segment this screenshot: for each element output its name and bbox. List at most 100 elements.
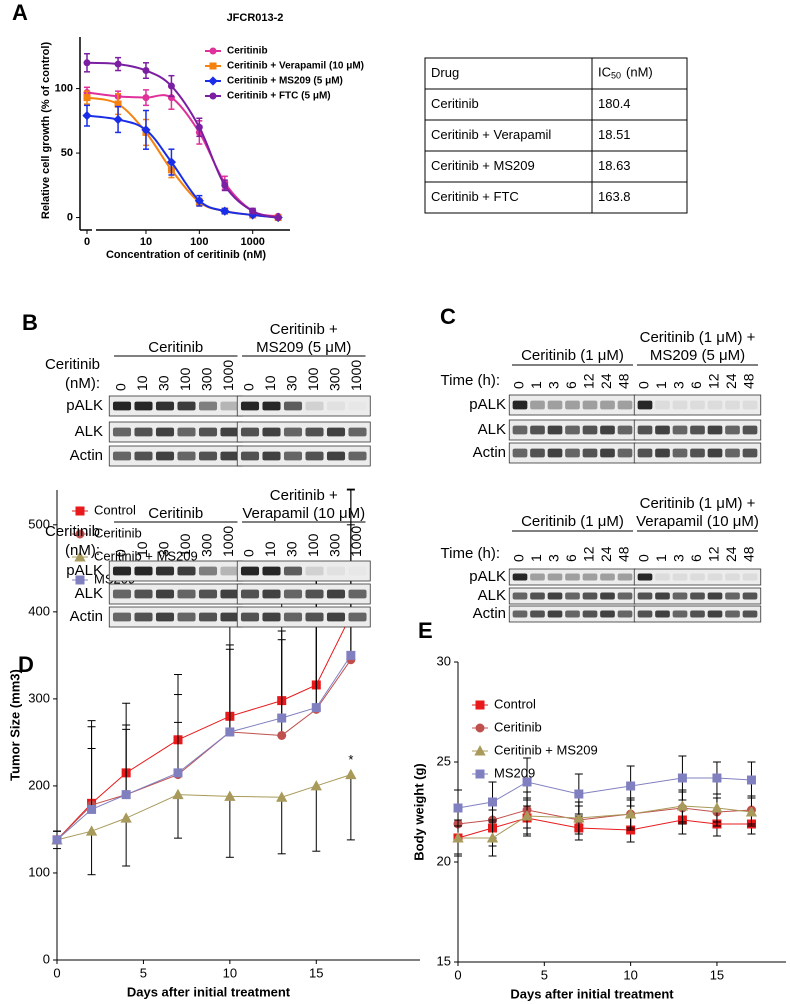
lane-label: 12: [706, 546, 722, 562]
y-tick-label: 15: [437, 953, 451, 968]
band: [600, 400, 615, 410]
series-line: [56, 655, 352, 841]
band: [112, 566, 132, 576]
marker: [346, 650, 356, 660]
group-label: Ceritinib (1 μM) +: [640, 329, 756, 346]
blot-row-label: ALK: [75, 423, 103, 440]
y-tick-label: 500: [28, 516, 50, 531]
band: [530, 425, 545, 435]
band: [220, 427, 239, 437]
band: [617, 573, 633, 581]
legend-label: MS209: [494, 765, 535, 780]
lane-label: 3: [546, 381, 562, 389]
lane-label: 10: [262, 375, 278, 391]
marker: [274, 214, 282, 222]
band: [742, 573, 758, 581]
band: [512, 610, 528, 618]
x-tick-label: 5: [140, 965, 147, 980]
band: [600, 425, 615, 435]
band: [690, 448, 705, 458]
band: [112, 451, 132, 461]
series-line: [56, 659, 352, 841]
x-axis-label: Days after initial treatment: [127, 984, 291, 999]
band: [198, 589, 218, 599]
marker: [85, 825, 98, 836]
band: [655, 425, 670, 435]
marker: [221, 181, 229, 189]
series-line: [86, 96, 279, 219]
band: [283, 566, 303, 576]
band: [617, 425, 633, 435]
header-unit: (nM): [626, 65, 653, 80]
x-tick-label: 0: [84, 236, 90, 248]
lane-axis-label: Ceritinib: [45, 356, 100, 373]
lane-label: 1000: [220, 360, 236, 391]
blot-row-label: pALK: [66, 562, 103, 579]
lane-label: 6: [688, 381, 704, 389]
band: [326, 427, 346, 437]
x-tick-label: 0: [454, 967, 461, 982]
band: [283, 451, 303, 461]
band: [240, 566, 260, 576]
marker: [746, 775, 756, 785]
band: [112, 401, 132, 411]
error-bar: [312, 785, 321, 852]
x-tick-label: 15: [309, 965, 323, 980]
band: [690, 592, 705, 600]
lane-label: 1000: [220, 526, 236, 557]
legend-label: Ceritinib + MS209: [494, 742, 598, 757]
lane-axis-label: Ceritinib: [45, 523, 100, 540]
blot-row-label: Actin: [70, 608, 103, 625]
band: [262, 451, 281, 461]
band: [617, 610, 633, 618]
error-bar: [174, 694, 182, 773]
band: [637, 610, 653, 618]
band: [198, 401, 218, 411]
band: [690, 573, 705, 581]
band: [305, 451, 324, 461]
lane-label: 24: [598, 546, 614, 562]
lane-label: 0: [511, 381, 527, 389]
lane-label: 100: [305, 533, 321, 557]
marker: [475, 723, 485, 733]
panel-label: D: [18, 652, 34, 677]
band: [326, 566, 346, 576]
marker: [82, 111, 92, 121]
x-tick-label: 0: [53, 965, 60, 980]
error-bar: [225, 796, 234, 858]
group-label: MS209 (5 μM): [256, 339, 351, 356]
annotation: *: [348, 752, 353, 767]
band: [725, 592, 740, 600]
legend-label: Ceritinib + FTC (5 μM): [227, 91, 331, 102]
marker: [142, 94, 150, 102]
band: [326, 612, 346, 622]
blot-strip: [236, 583, 371, 605]
x-tick-label: 1000: [240, 236, 264, 248]
band: [512, 448, 528, 458]
band: [565, 448, 580, 458]
band: [672, 610, 688, 618]
band: [617, 400, 633, 410]
lane-label: 0: [241, 383, 257, 391]
error-bar: [87, 748, 96, 810]
band: [725, 448, 740, 458]
table-cell: 18.63: [598, 158, 631, 173]
band: [220, 566, 239, 576]
lane-label: 0: [113, 549, 129, 557]
band: [512, 592, 528, 600]
error-bar: [87, 831, 96, 876]
band: [134, 401, 153, 411]
table-header: Drug: [431, 65, 459, 80]
series-line: [457, 807, 752, 825]
table-cell: Ceritinib: [431, 96, 479, 111]
band: [262, 401, 281, 411]
band: [690, 610, 705, 618]
marker: [522, 777, 532, 787]
band: [530, 448, 545, 458]
marker: [573, 812, 585, 823]
marker: [345, 768, 357, 780]
x-axis-label: Days after initial treatment: [510, 986, 674, 1001]
marker: [75, 529, 85, 539]
band: [305, 589, 324, 599]
x-axis-label: Concentration of ceritinib (nM): [106, 249, 266, 261]
